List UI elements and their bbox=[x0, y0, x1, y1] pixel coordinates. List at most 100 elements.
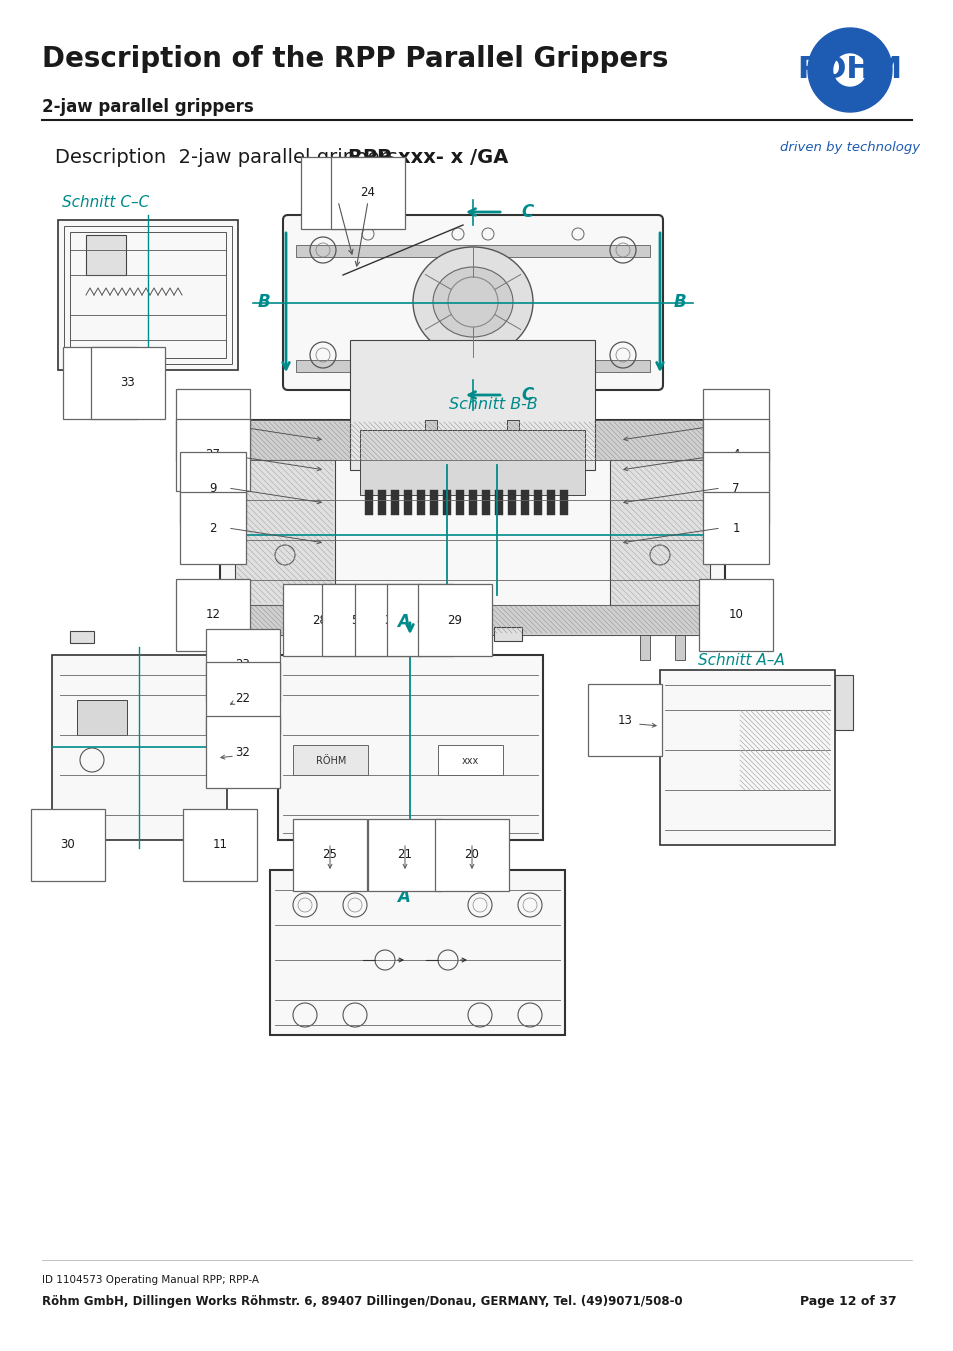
Text: 32: 32 bbox=[235, 746, 251, 758]
Bar bbox=[609, 459, 709, 605]
Text: RPP xxx- x /GA: RPP xxx- x /GA bbox=[347, 149, 507, 168]
Bar bbox=[294, 635, 305, 661]
Bar bbox=[365, 490, 373, 515]
Text: 24: 24 bbox=[360, 186, 375, 200]
Bar bbox=[659, 670, 834, 844]
Bar bbox=[359, 430, 584, 494]
Text: B: B bbox=[673, 293, 686, 311]
Text: 5: 5 bbox=[351, 613, 358, 627]
Bar bbox=[495, 490, 502, 515]
Bar bbox=[350, 340, 595, 470]
Text: RÖHM: RÖHM bbox=[315, 757, 346, 766]
Bar bbox=[469, 490, 476, 515]
FancyBboxPatch shape bbox=[283, 215, 662, 390]
Bar bbox=[520, 490, 529, 515]
Circle shape bbox=[833, 54, 865, 86]
Text: 19: 19 bbox=[205, 419, 220, 431]
Bar bbox=[675, 635, 684, 661]
Text: driven by technology: driven by technology bbox=[780, 141, 919, 154]
Text: 8: 8 bbox=[416, 613, 423, 627]
Ellipse shape bbox=[413, 247, 533, 357]
Text: B: B bbox=[257, 293, 270, 311]
Text: 6: 6 bbox=[732, 419, 739, 431]
Text: RÖHM: RÖHM bbox=[797, 55, 902, 85]
Bar bbox=[430, 490, 437, 515]
Text: 34: 34 bbox=[92, 377, 108, 389]
Text: 25: 25 bbox=[322, 848, 337, 862]
Bar bbox=[391, 490, 398, 515]
Bar bbox=[298, 627, 327, 640]
Bar bbox=[220, 605, 724, 635]
Bar bbox=[260, 635, 270, 661]
Text: 12: 12 bbox=[205, 608, 220, 621]
Text: 2: 2 bbox=[209, 521, 216, 535]
Bar bbox=[507, 490, 516, 515]
Bar bbox=[58, 220, 237, 370]
Text: 23: 23 bbox=[235, 658, 251, 671]
Bar bbox=[86, 235, 126, 276]
Text: 31: 31 bbox=[331, 186, 345, 200]
Text: 9: 9 bbox=[209, 481, 216, 494]
Text: C: C bbox=[520, 203, 533, 222]
Text: Schnitt C–C: Schnitt C–C bbox=[62, 195, 149, 209]
Text: 22: 22 bbox=[235, 692, 251, 704]
Text: 1: 1 bbox=[732, 521, 739, 535]
Bar bbox=[234, 459, 335, 605]
Bar bbox=[403, 490, 412, 515]
Text: Röhm GmbH, Dillingen Works Röhmstr. 6, 89407 Dillingen/Donau, GERMANY, Tel. (49): Röhm GmbH, Dillingen Works Röhmstr. 6, 8… bbox=[42, 1296, 682, 1308]
Bar bbox=[270, 870, 564, 1035]
Text: 3: 3 bbox=[384, 613, 392, 627]
Bar bbox=[437, 744, 502, 775]
Text: ID 1104573 Operating Manual RPP; RPP-A: ID 1104573 Operating Manual RPP; RPP-A bbox=[42, 1275, 258, 1285]
Bar bbox=[424, 420, 436, 444]
Text: A: A bbox=[397, 888, 410, 907]
Text: 30: 30 bbox=[61, 839, 75, 851]
Text: 28: 28 bbox=[313, 613, 327, 627]
Text: Page 12 of 37: Page 12 of 37 bbox=[800, 1296, 896, 1308]
Bar bbox=[70, 232, 226, 358]
Text: 10: 10 bbox=[728, 608, 742, 621]
Text: Schnitt A–A: Schnitt A–A bbox=[698, 653, 784, 667]
Bar bbox=[220, 420, 724, 635]
Bar bbox=[293, 744, 368, 775]
Bar bbox=[295, 359, 649, 372]
Bar bbox=[416, 490, 424, 515]
Ellipse shape bbox=[433, 267, 513, 336]
Bar bbox=[546, 490, 555, 515]
Bar bbox=[277, 655, 542, 840]
Text: 7: 7 bbox=[732, 481, 739, 494]
Text: 11: 11 bbox=[213, 839, 227, 851]
Bar bbox=[442, 490, 451, 515]
Text: C: C bbox=[520, 386, 533, 404]
Text: xxx: xxx bbox=[461, 757, 478, 766]
Text: Schnitt B-B: Schnitt B-B bbox=[448, 397, 537, 412]
Bar bbox=[506, 420, 518, 444]
Bar bbox=[185, 631, 209, 643]
Bar bbox=[52, 655, 227, 840]
Text: 27: 27 bbox=[205, 449, 220, 462]
Bar bbox=[494, 627, 521, 640]
Text: Description of the RPP Parallel Grippers: Description of the RPP Parallel Grippers bbox=[42, 45, 668, 73]
Bar bbox=[64, 226, 232, 363]
Text: 4: 4 bbox=[732, 449, 739, 462]
Bar bbox=[534, 490, 541, 515]
Bar bbox=[834, 676, 852, 730]
Bar bbox=[559, 490, 567, 515]
Text: 29: 29 bbox=[447, 613, 462, 627]
Bar bbox=[639, 635, 649, 661]
Text: 21: 21 bbox=[397, 848, 412, 862]
Bar bbox=[295, 245, 649, 257]
Bar bbox=[456, 490, 463, 515]
Bar bbox=[70, 631, 94, 643]
Text: 2-jaw parallel grippers: 2-jaw parallel grippers bbox=[42, 99, 253, 116]
Bar bbox=[220, 420, 724, 459]
Bar bbox=[377, 490, 386, 515]
Text: A: A bbox=[397, 613, 410, 631]
Bar bbox=[481, 490, 490, 515]
Text: 33: 33 bbox=[120, 377, 135, 389]
Bar bbox=[77, 700, 127, 735]
Text: 13: 13 bbox=[617, 713, 632, 727]
Text: 20: 20 bbox=[464, 848, 479, 862]
Circle shape bbox=[807, 28, 891, 112]
Text: Description  2-jaw parallel grippers:: Description 2-jaw parallel grippers: bbox=[55, 149, 410, 168]
